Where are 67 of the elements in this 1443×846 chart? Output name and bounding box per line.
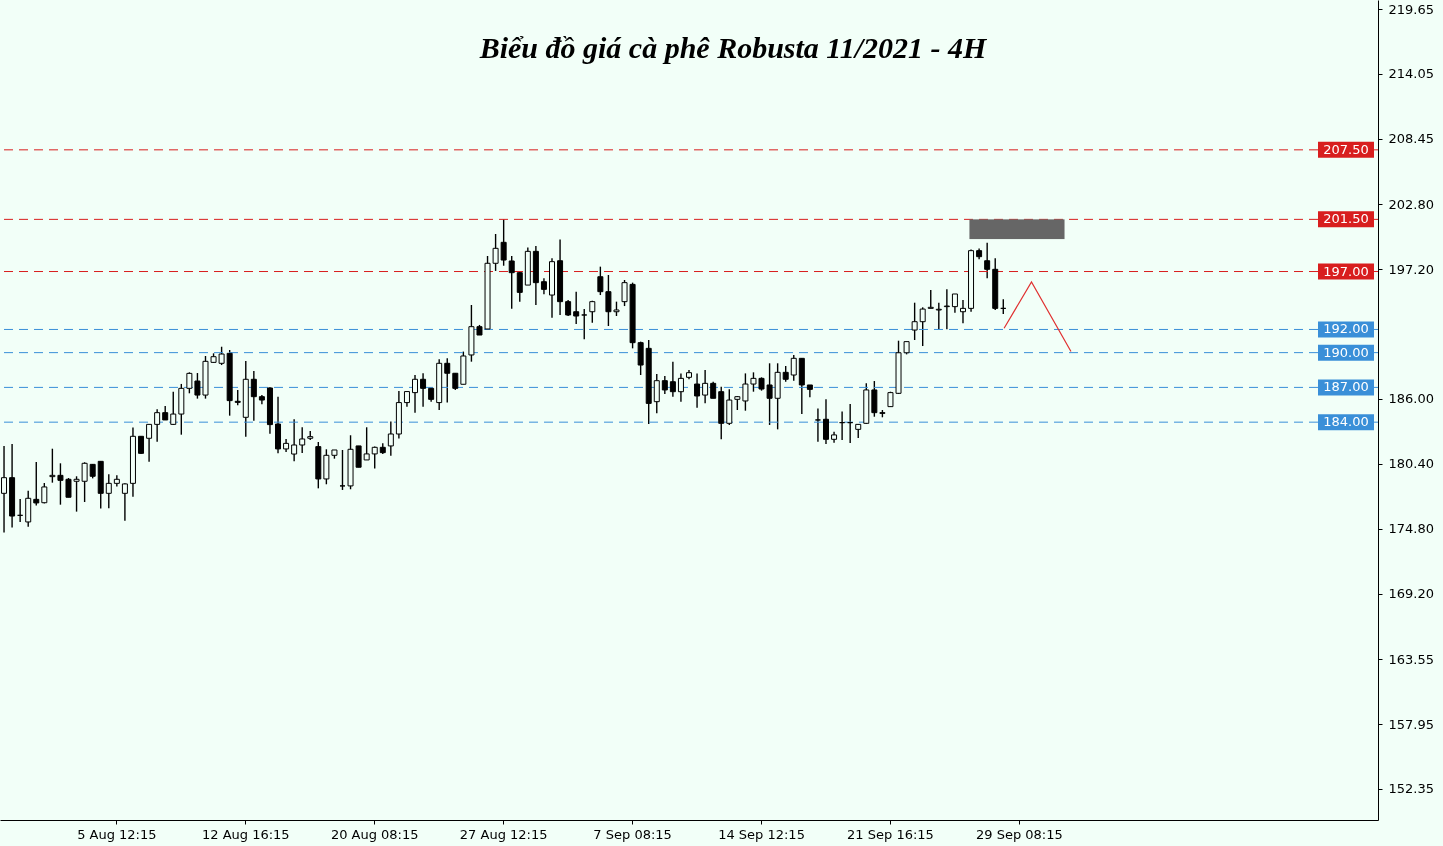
ref-line-label: 201.50 xyxy=(1323,211,1369,227)
ref-line-label: 207.50 xyxy=(1323,141,1369,157)
ref-line-label: 190.00 xyxy=(1323,344,1369,360)
candlestick xyxy=(170,390,177,426)
candlestick xyxy=(919,306,926,347)
y-tick-label: 169.20 xyxy=(1388,586,1434,602)
x-tick-label: 7 Sep 08:15 xyxy=(593,826,672,842)
candlestick xyxy=(33,461,40,507)
candlestick xyxy=(984,241,991,280)
y-tick-label: 197.20 xyxy=(1388,261,1434,277)
candlestick xyxy=(25,489,32,528)
candlestick xyxy=(250,370,257,422)
candlestick xyxy=(951,293,958,314)
ref-line-label: 197.00 xyxy=(1323,263,1369,279)
x-tick-label: 29 Sep 08:15 xyxy=(976,826,1063,842)
candlestick xyxy=(387,420,394,457)
y-tick-label: 202.80 xyxy=(1388,196,1434,212)
y-tick-label: 174.80 xyxy=(1388,521,1434,537)
y-tick-label: 180.40 xyxy=(1388,456,1434,472)
candlestick xyxy=(790,354,797,382)
x-tick-label: 21 Sep 16:15 xyxy=(847,826,934,842)
candlestick xyxy=(508,255,515,310)
y-tick-label: 208.45 xyxy=(1388,131,1434,147)
x-tick-label: 5 Aug 12:15 xyxy=(77,826,157,842)
y-tick-label: 214.05 xyxy=(1388,66,1434,82)
candlestick xyxy=(653,373,660,415)
candlestick xyxy=(412,374,419,414)
candlestick xyxy=(702,369,709,404)
candlestick xyxy=(500,218,507,267)
candlestick xyxy=(871,380,878,418)
candlestick xyxy=(927,289,934,310)
candlestick xyxy=(814,407,821,443)
x-tick-label: 27 Aug 12:15 xyxy=(459,826,548,842)
candlestick xyxy=(420,372,427,408)
candlestick xyxy=(822,398,829,445)
ref-line-label: 187.00 xyxy=(1323,379,1369,395)
candlestick xyxy=(911,301,918,341)
candlestick xyxy=(121,482,128,522)
y-tick-label: 157.95 xyxy=(1388,716,1434,732)
candlestick xyxy=(339,449,346,491)
y-tick-label: 219.65 xyxy=(1388,1,1434,17)
text: Biểu đồ giá cà phê Robusta 11/2021 - 4H xyxy=(478,31,989,64)
candlestick xyxy=(694,372,701,409)
candlestick xyxy=(959,299,966,325)
y-tick-label: 163.55 xyxy=(1388,651,1434,667)
candlestick xyxy=(154,408,161,443)
candlestick xyxy=(146,423,153,463)
candlestick xyxy=(573,290,580,325)
candlestick xyxy=(677,372,684,403)
candlestick xyxy=(299,426,306,454)
candlestick xyxy=(726,388,733,426)
ref-line-label: 192.00 xyxy=(1323,321,1369,337)
candlestick xyxy=(444,357,451,404)
y-tick-label: 186.00 xyxy=(1388,391,1434,407)
x-tick-label: 14 Sep 12:15 xyxy=(718,826,805,842)
candlestick xyxy=(516,270,523,303)
candlestick xyxy=(935,301,942,331)
x-tick-label: 12 Aug 16:15 xyxy=(201,826,290,842)
x-tick-label: 20 Aug 08:15 xyxy=(330,826,419,842)
candlestick xyxy=(363,426,370,461)
candlestick xyxy=(105,473,112,509)
candlestick xyxy=(291,418,298,463)
candlestick xyxy=(581,308,588,341)
candlestick xyxy=(943,288,950,331)
candlestick xyxy=(669,360,676,398)
ref-line-label: 184.00 xyxy=(1323,414,1369,430)
y-tick-label: 152.35 xyxy=(1388,781,1434,797)
